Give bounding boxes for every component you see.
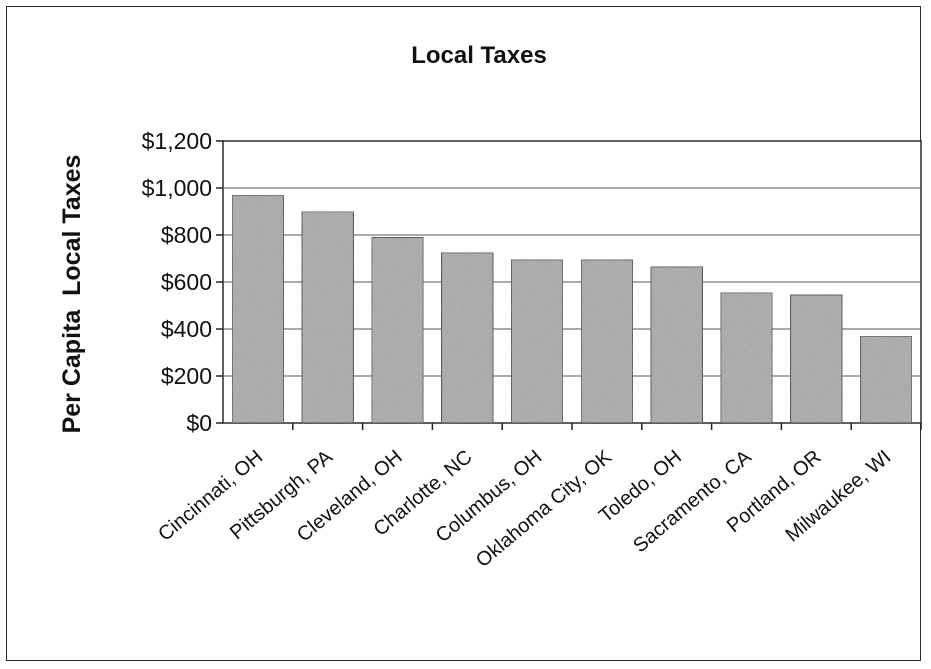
bar xyxy=(789,294,843,424)
bar xyxy=(510,259,564,424)
bars xyxy=(231,194,913,424)
bar xyxy=(371,236,424,424)
y-axis-label: Per Capita Local Taxes xyxy=(58,155,86,434)
bar xyxy=(859,335,913,424)
y-tick-label: $600 xyxy=(161,269,212,295)
x-axis-ticks xyxy=(292,423,922,430)
category-label: Sacramento, CA xyxy=(629,446,756,558)
bar xyxy=(720,291,773,424)
y-axis-ticks: $0 $200 $400 $600 $800 $1,000 $1,200 xyxy=(142,128,223,436)
bar xyxy=(231,194,285,424)
y-tick-label: $200 xyxy=(161,363,212,389)
bar xyxy=(301,210,355,424)
y-tick-label: $800 xyxy=(161,222,212,248)
y-tick-label: $400 xyxy=(161,316,212,342)
y-tick-label: $1,200 xyxy=(142,128,212,154)
bar xyxy=(580,259,634,424)
bar xyxy=(650,266,704,424)
bar xyxy=(440,252,494,424)
y-tick-label: $0 xyxy=(186,410,212,436)
y-tick-label: $1,000 xyxy=(142,175,212,201)
chart-title: Local Taxes xyxy=(411,42,547,69)
